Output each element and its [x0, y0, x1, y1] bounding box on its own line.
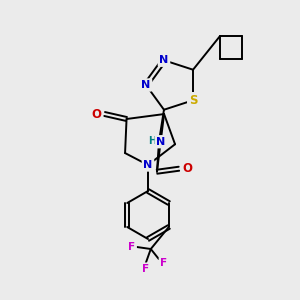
Text: F: F	[142, 264, 149, 274]
Text: F: F	[128, 242, 135, 252]
Text: N: N	[143, 160, 153, 170]
Text: S: S	[189, 94, 197, 107]
Text: F: F	[160, 258, 167, 268]
Text: N: N	[159, 55, 169, 65]
Text: O: O	[182, 162, 192, 175]
Text: N: N	[141, 80, 151, 90]
Text: N: N	[156, 137, 166, 147]
Text: O: O	[92, 107, 102, 121]
Text: H: H	[148, 136, 156, 146]
